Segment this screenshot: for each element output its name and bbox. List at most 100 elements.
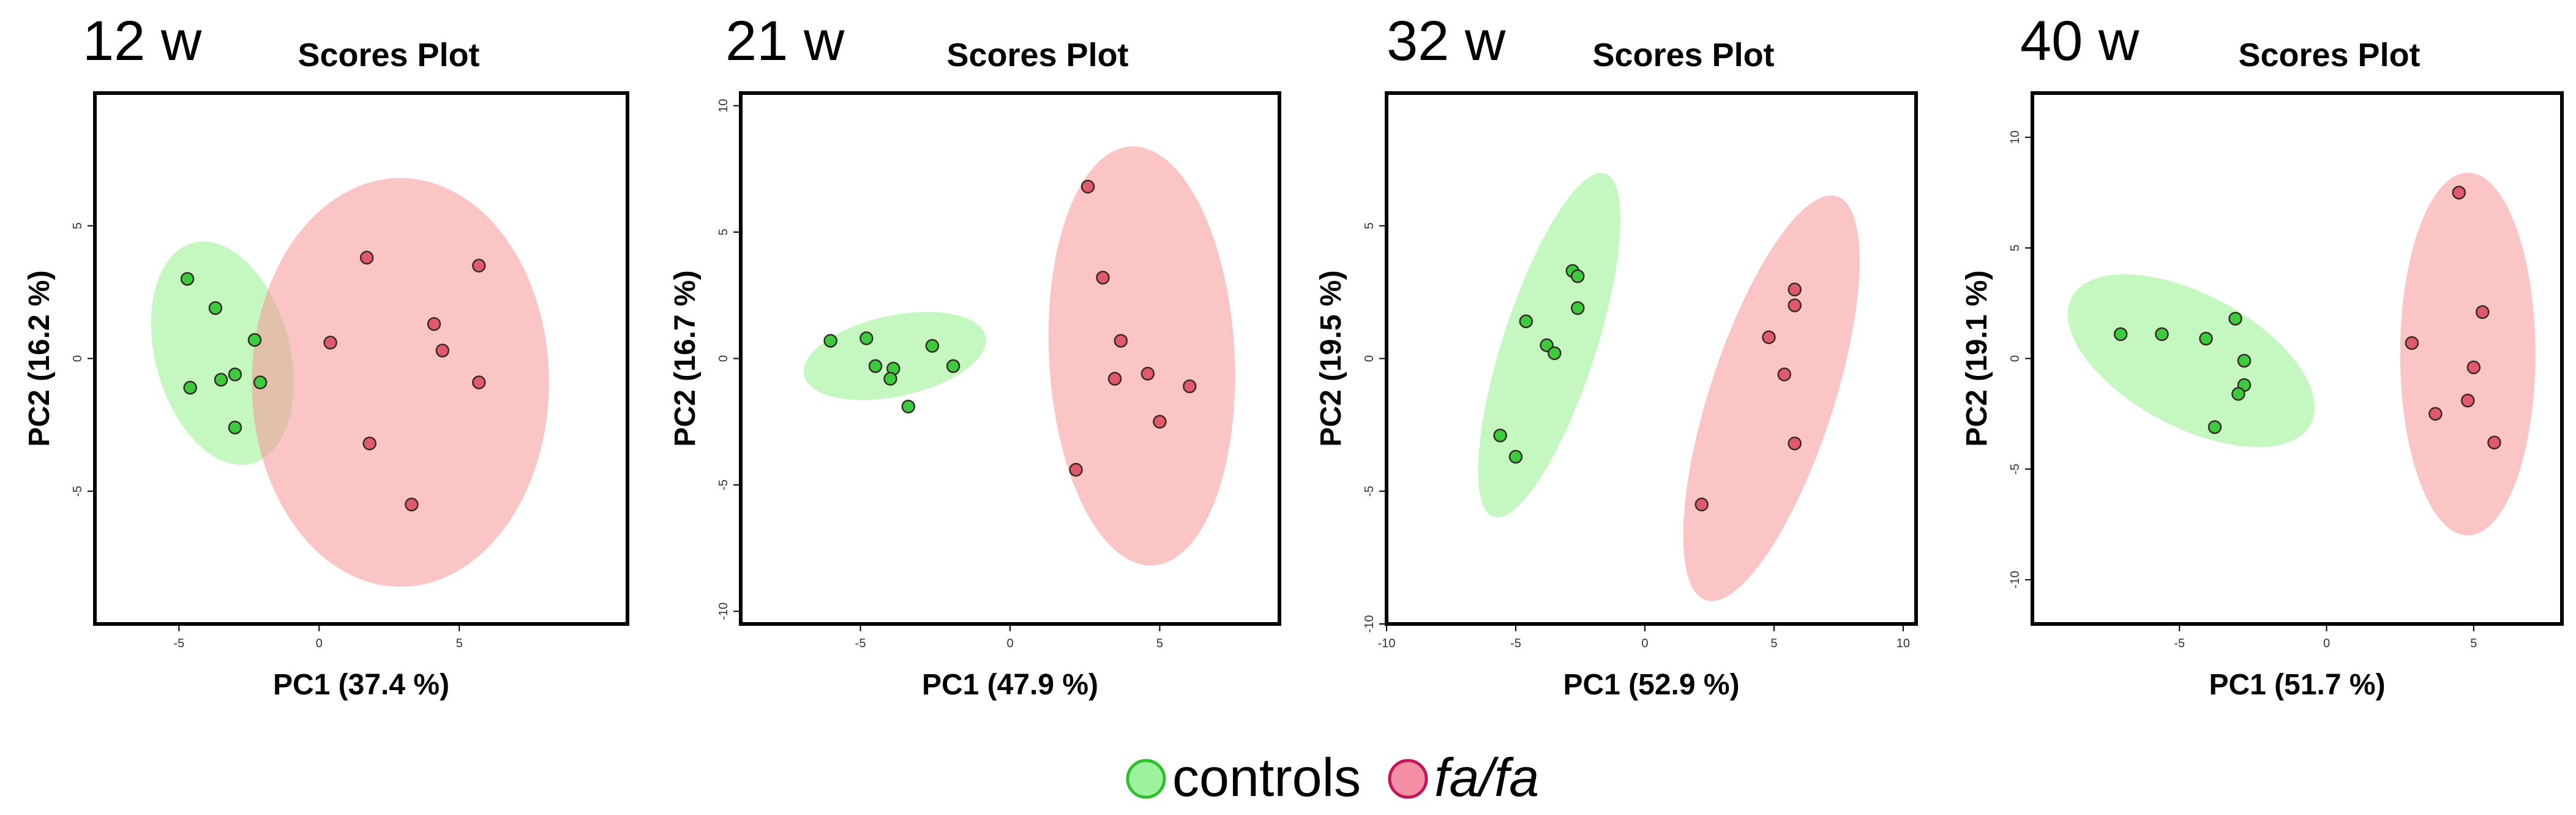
ellipse-fafa [1048,146,1235,566]
x-axis-label: PC1 (47.9 %) [922,669,1098,701]
point-fafa [2428,407,2443,421]
confidence-ellipses [151,178,549,587]
y-tick-label: -10 [717,603,730,620]
y-tick-label: -5 [1363,486,1376,497]
point-fafa [472,375,486,389]
point-controls [180,272,195,286]
point-controls [253,375,268,389]
point-fafa [1788,282,1802,297]
point-controls [2113,327,2128,342]
x-tick-label: -10 [1378,637,1396,650]
x-axis-label: PC1 (51.7 %) [2209,669,2385,701]
x-tick-label: 0 [1641,637,1648,650]
y-tick-label: -10 [2009,571,2022,588]
ellipse-fafa [1683,195,1860,601]
x-tick-label: 0 [316,637,323,650]
point-controls [883,372,897,386]
point-fafa [1694,497,1709,512]
y-tick-label: 0 [71,355,84,362]
point-controls [2155,327,2169,342]
point-controls [2207,420,2222,434]
x-tick-label: 5 [1770,637,1777,650]
point-controls [214,372,228,387]
point-fafa [2460,393,2475,408]
point-fafa [359,250,374,265]
point-fafa [1096,271,1110,285]
point-controls [2231,387,2245,401]
point-fafa [2487,435,2501,450]
panel-2: 21 w Scores Plot -5 0 5 10 5 0 -5 -10 PC1 (47.9 %)… [669,10,1281,701]
legend-fafa-marker [1388,759,1428,799]
week-label: 40 w [2020,10,2140,72]
legend-controls-label: controls [1172,747,1361,808]
plot-title: Scores Plot [1592,37,1774,73]
panel-3: 32 w Scores Plot -10 -5 0 5 10 5 0 -5 -10 PC1 (52.9… [1315,10,1918,701]
point-fafa [435,344,450,358]
y-tick-label: 5 [1363,222,1376,229]
point-fafa [323,336,337,350]
x-axis-label: PC1 (37.4 %) [273,669,449,701]
point-fafa [1153,415,1167,429]
point-fafa [2452,186,2466,200]
y-axis-label: PC2 (16.2 %) [23,270,56,446]
point-fafa [427,317,441,331]
point-fafa [2476,305,2490,319]
ellipse-fafa [252,178,549,587]
x-tick-label: 0 [2323,637,2330,650]
point-fafa [1788,436,1802,451]
point-controls [228,420,242,435]
plot-title: Scores Plot [298,37,479,73]
point-controls [1493,428,1507,443]
point-fafa [1183,379,1197,394]
confidence-ellipses [803,146,1235,566]
point-controls [1570,269,1585,284]
ellipse-controls [803,312,986,400]
point-fafa [1114,334,1128,348]
point-fafa [1107,372,1122,386]
confidence-ellipses [1478,173,1860,601]
point-fafa [1069,462,1083,477]
point-fafa [362,436,376,451]
point-controls [2237,353,2252,368]
y-tick-label: 10 [717,99,730,113]
point-controls [247,332,262,347]
legend-fafa-label: fa/fa [1434,747,1539,808]
point-controls [946,359,960,374]
y-tick-label: -5 [2009,464,2022,475]
week-label: 12 w [83,10,202,72]
y-tick-label: 0 [1363,355,1376,362]
point-controls [823,334,837,348]
plot-title: Scores Plot [946,37,1128,73]
y-tick-label: -5 [717,479,730,490]
point-controls [228,367,242,381]
y-axis-label: PC2 (19.5 %) [1315,270,1347,446]
point-controls [1570,301,1585,315]
point-controls [2228,312,2242,326]
point-controls [183,380,197,395]
x-tick-label: 0 [1006,637,1013,650]
week-label: 32 w [1387,10,1506,72]
x-axis-label: PC1 (52.9 %) [1563,669,1739,701]
ellipse-controls [2067,274,2315,448]
point-fafa [2405,336,2419,350]
point-controls [208,301,223,315]
point-fafa [1777,367,1792,381]
legend: controls fa/fa [1126,747,1539,808]
point-controls [868,359,883,374]
point-controls [901,399,916,414]
point-fafa [1788,298,1802,313]
x-tick-label: 5 [2470,637,2477,650]
y-axis-label: PC2 (19.1 %) [1961,270,1993,446]
point-fafa [1140,367,1155,381]
y-tick-label: 10 [2009,130,2022,144]
point-controls [925,339,940,353]
y-tick-label: 5 [717,229,730,236]
point-fafa [1080,179,1095,194]
panel-1: 12 w Scores Plot -5 0 5 5 0 -5 PC1 (37.4 %) PC2 (… [23,10,629,701]
legend-controls-marker [1126,759,1166,799]
y-tick-label: -10 [1363,615,1376,633]
x-tick-label: -5 [2174,637,2185,650]
point-controls [1508,449,1523,464]
score-plot-panels: 12 w Scores Plot -5 0 5 5 0 -5 PC1 (37.4 %) PC2 (… [23,10,2564,701]
